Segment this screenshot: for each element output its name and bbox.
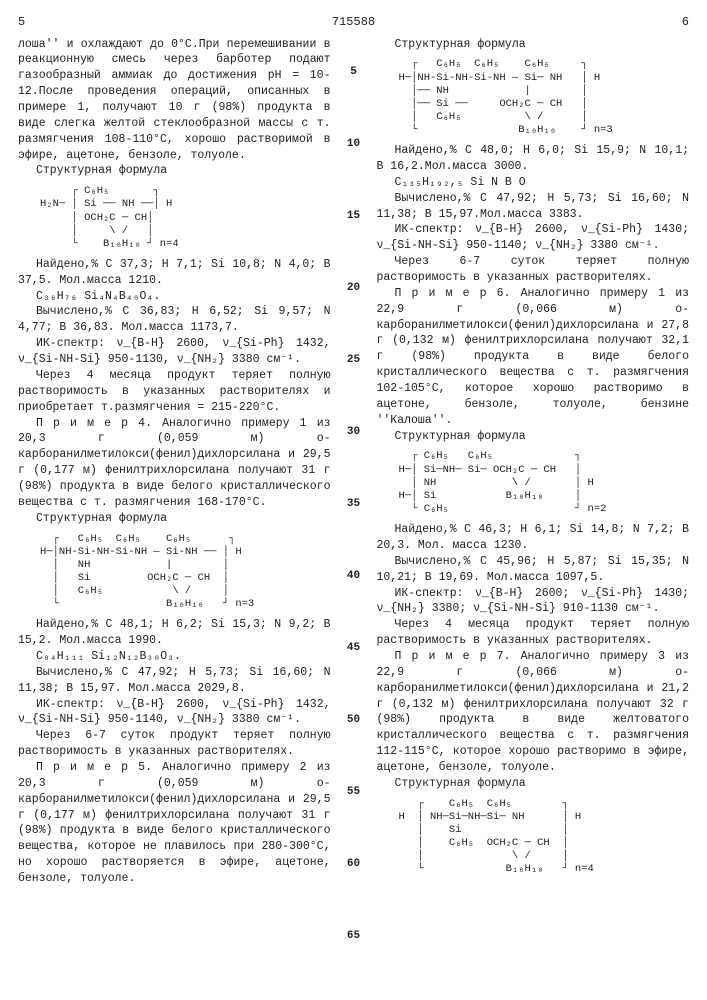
formula1-text: ┌ C₆H₅ ┐ H₂N─ │ Si ── NH ──│ H │ OCH₂C ─… xyxy=(40,185,331,251)
right-sf3-label: Структурная формула xyxy=(377,776,690,792)
page-left-num: 5 xyxy=(18,14,25,31)
gutter-15: 15 xyxy=(347,209,360,224)
right-found1: Найдено,% С 48,0; H 6,0; Si 15,9; N 10,1… xyxy=(377,143,690,175)
right-ex7: П р и м е р 7. Аналогично примеру 3 из 2… xyxy=(377,649,690,776)
formula2-text: ┌ C₆H₅ C₆H₅ C₆H₅ ┐ H─│NH-Si-NH-Si-NH — S… xyxy=(40,533,331,612)
left-sf2-label: Структурная формула xyxy=(18,511,331,527)
gutter-25: 25 xyxy=(347,353,360,368)
left-ik1: ИК-спектр: ν_{B-H} 2600, ν_{Si-Ph} 1432,… xyxy=(18,336,331,368)
line-gutter: 5 10 15 20 25 30 35 40 45 50 55 60 65 xyxy=(345,37,363,887)
gutter-5: 5 xyxy=(350,65,357,80)
right-column: Структурная формула ┌ C₆H₅ C₆H₅ C₆H₅ ┐ H… xyxy=(377,37,690,887)
rformula2-text: ┌ C₆H₅ C₆H₅ ┐ H─│ Si─NH─ Si─ OCH₂C ─ CH … xyxy=(399,450,690,516)
rformula3-text: ┌ C₆H₅ C₆H₅ ┐ H │ NH─Si─NH─Si─ NH │ H │ … xyxy=(399,798,690,877)
left-formula1: ┌ C₆H₅ ┐ H₂N─ │ Si ── NH ──│ H │ OCH₂C ─… xyxy=(40,185,331,251)
right-ex6: П р и м е р 6. Аналогично примеру 1 из 2… xyxy=(377,286,690,429)
gutter-30: 30 xyxy=(347,425,360,440)
left-sf1-label: Структурная формула xyxy=(18,163,331,179)
left-p1: лоша'' и охлаждают до 0°С.При перемешива… xyxy=(18,37,331,164)
gutter-55: 55 xyxy=(347,785,360,800)
left-calc1: Вычислено,% С 36,83; H 6,52; Si 9,57; N … xyxy=(18,304,331,336)
right-calc1: Вычислено,% С 47,92; H 5,73; Si 16,60; N… xyxy=(377,191,690,223)
left-calc2: Вычислено,% С 47,92; H 5,73; Si 16,60; N… xyxy=(18,665,331,697)
right-ik2: ИК-спектр: ν_{B-H} 2600; ν_{Si-Ph} 1430;… xyxy=(377,586,690,618)
right-ik1: ИК-спектр: ν_{B-H} 2600, ν_{Si-Ph} 1430;… xyxy=(377,222,690,254)
left-found2: Найдено,% С 48,1; H 6,2; Si 15,3; N 9,2;… xyxy=(18,617,331,649)
gutter-35: 35 xyxy=(347,497,360,512)
left-column: лоша'' и охлаждают до 0°С.При перемешива… xyxy=(18,37,331,887)
right-formula3: ┌ C₆H₅ C₆H₅ ┐ H │ NH─Si─NH─Si─ NH │ H │ … xyxy=(399,798,690,877)
left-ik2: ИК-спектр: ν_{B-H} 2600, ν_{Si-Ph} 1432,… xyxy=(18,697,331,729)
gutter-40: 40 xyxy=(347,569,360,584)
left-cf2: C₈₄H₁₁₁ Si₁₂N₁₂B₃₀O₃. xyxy=(18,649,331,665)
left-cf1: C₃₆H₇₆ Si₄N₄B₄₀O₄. xyxy=(18,289,331,305)
gutter-65: 65 xyxy=(347,929,360,944)
gutter-60: 60 xyxy=(347,857,360,872)
gutter-45: 45 xyxy=(347,641,360,656)
right-p2: Через 4 месяца продукт теряет полную рас… xyxy=(377,617,690,649)
left-formula2: ┌ C₆H₅ C₆H₅ C₆H₅ ┐ H─│NH-Si-NH-Si-NH — S… xyxy=(40,533,331,612)
rformula1-text: ┌ C₆H₅ C₆H₅ C₆H₅ ┐ H─│NH-Si-NH-Si-NH — S… xyxy=(399,58,690,137)
gutter-10: 10 xyxy=(347,137,360,152)
right-sf2-label: Структурная формула xyxy=(377,429,690,445)
left-p3: Через 6-7 суток продукт теряет полную ра… xyxy=(18,728,331,760)
right-p1: Через 6-7 суток теряет полную растворимо… xyxy=(377,254,690,286)
patent-number: 715588 xyxy=(332,14,375,31)
right-sf1-label: Структурная формула xyxy=(377,37,690,53)
right-found2: Найдено,% С 46,3; H 6,1; Si 14,8; N 7,2;… xyxy=(377,522,690,554)
left-found1: Найдено,% С 37,3; H 7,1; Si 10,8; N 4,0;… xyxy=(18,257,331,289)
left-ex5: П р и м е р 5. Аналогично примеру 2 из 2… xyxy=(18,760,331,887)
gutter-50: 50 xyxy=(347,713,360,728)
right-formula2: ┌ C₆H₅ C₆H₅ ┐ H─│ Si─NH─ Si─ OCH₂C ─ CH … xyxy=(399,450,690,516)
page-right-num: 6 xyxy=(682,14,689,31)
right-formula1: ┌ C₆H₅ C₆H₅ C₆H₅ ┐ H─│NH-Si-NH-Si-NH — S… xyxy=(399,58,690,137)
left-ex4: П р и м е р 4. Аналогично примеру 1 из 2… xyxy=(18,416,331,511)
right-calc2: Вычислено,% С 45,96; H 5,87; Si 15,35; N… xyxy=(377,554,690,586)
right-cf1: C₁₃₅H₁₉₂,₅ Si N B O xyxy=(377,175,690,191)
left-p2: Через 4 месяца продукт теряет полную рас… xyxy=(18,368,331,416)
gutter-20: 20 xyxy=(347,281,360,296)
